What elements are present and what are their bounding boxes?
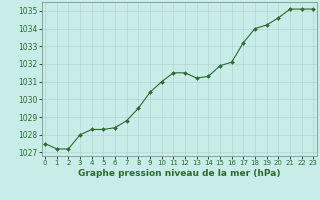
X-axis label: Graphe pression niveau de la mer (hPa): Graphe pression niveau de la mer (hPa) xyxy=(78,169,280,178)
